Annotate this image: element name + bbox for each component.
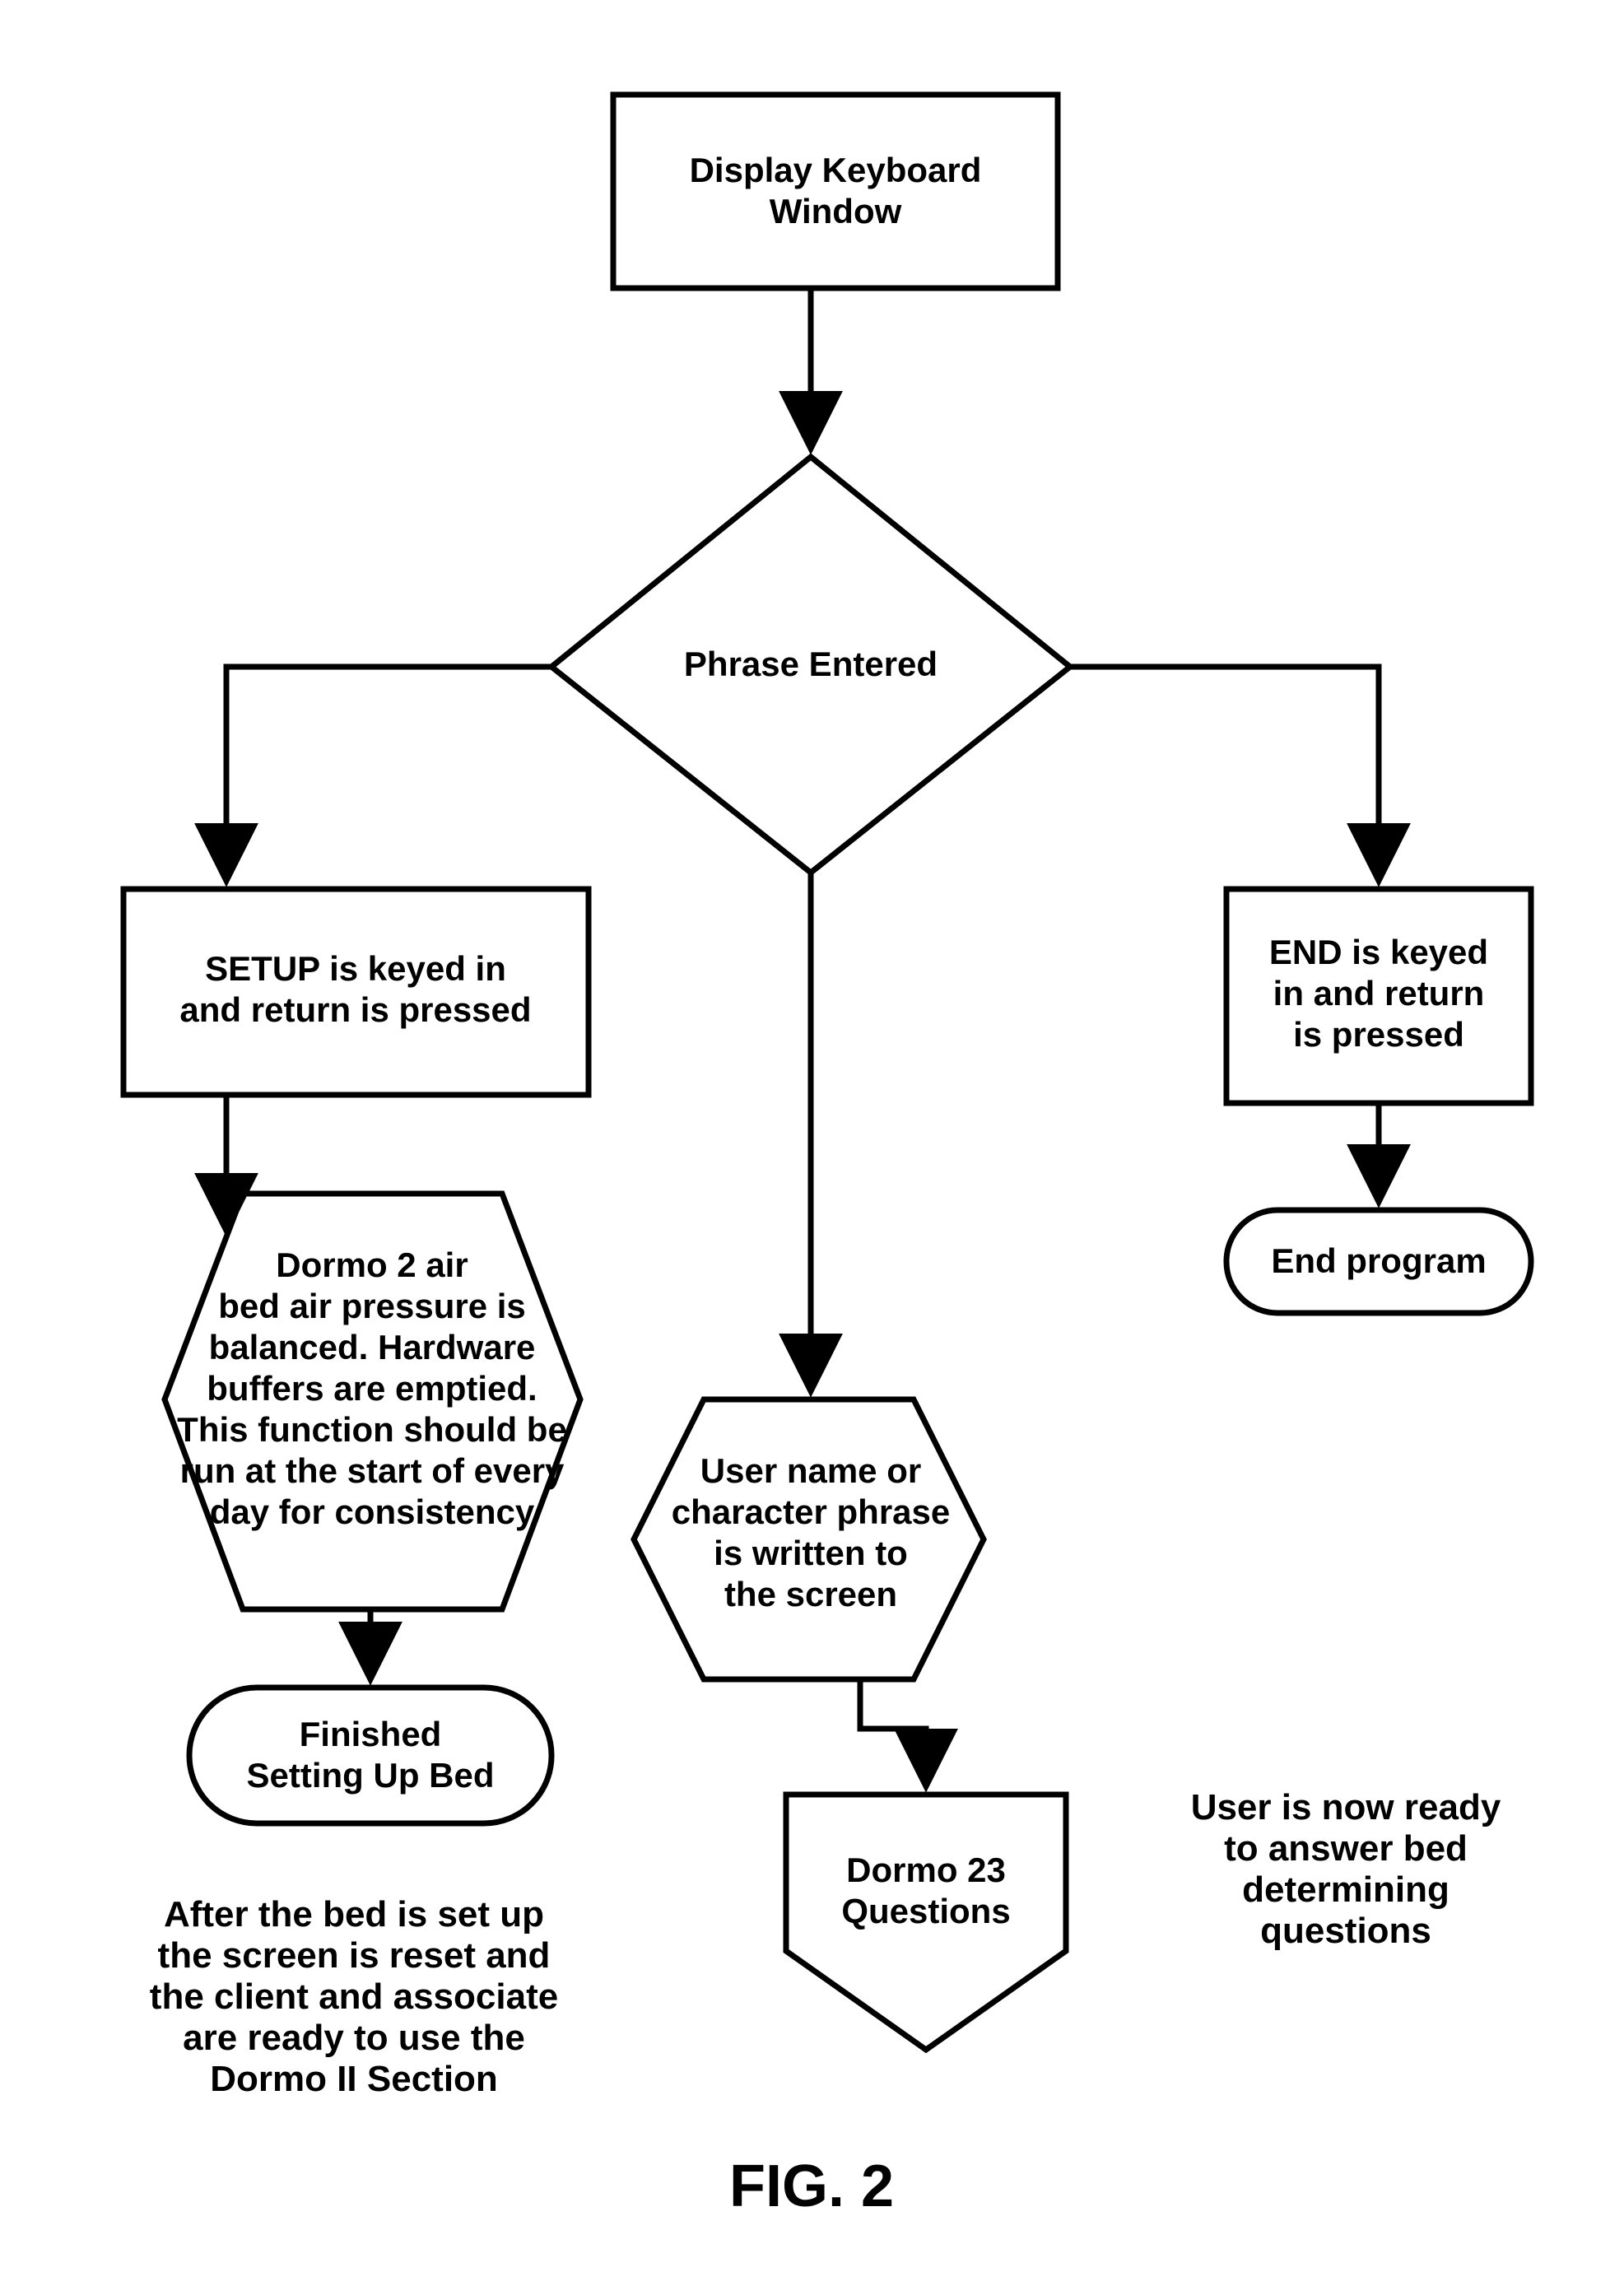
label-end-l1: END is keyed <box>1269 933 1488 971</box>
flowchart-canvas: Display Keyboard Window Phrase Entered S… <box>0 0 1624 2272</box>
label-finished-l2: Setting Up Bed <box>247 1756 495 1795</box>
label-setup-l2: and return is pressed <box>179 990 531 1029</box>
caption-left-l5: Dormo II Section <box>210 2059 498 2099</box>
label-hexsetup-l3: balanced. Hardware <box>209 1328 536 1366</box>
label-hexuser-l4: the screen <box>724 1575 897 1613</box>
label-hexsetup-l7: day for consistency <box>210 1492 535 1531</box>
caption-left-l1: After the bed is set up <box>164 1894 544 1934</box>
label-offpage-l2: Questions <box>841 1892 1010 1930</box>
edge-decision-setup <box>226 667 551 881</box>
label-start-l2: Window <box>770 192 902 230</box>
label-decision: Phrase Entered <box>684 645 938 683</box>
label-endprog: End program <box>1271 1241 1486 1280</box>
label-end-l2: in and return <box>1273 974 1485 1013</box>
edge-decision-end <box>1070 667 1379 881</box>
caption-right-l1: User is now ready <box>1191 1787 1501 1827</box>
label-end-l3: is pressed <box>1293 1015 1464 1054</box>
label-hexsetup-l4: buffers are emptied. <box>207 1369 537 1408</box>
label-hexuser-l2: character phrase <box>672 1492 951 1531</box>
label-start-l1: Display Keyboard <box>690 151 982 189</box>
caption-right-l2: to answer bed <box>1224 1828 1468 1869</box>
caption-left-l4: are ready to use the <box>183 2018 525 2058</box>
caption-left-l3: the client and associate <box>150 1976 558 2017</box>
label-hexsetup-l5: This function should be <box>177 1410 567 1449</box>
label-offpage-l1: Dormo 23 <box>846 1851 1006 1889</box>
label-setup-l1: SETUP is keyed in <box>205 949 506 988</box>
caption-right-l3: determining <box>1242 1869 1450 1910</box>
figure-label: FIG. 2 <box>729 2153 894 2219</box>
label-hexuser-l3: is written to <box>714 1534 908 1572</box>
label-hexsetup-l2: bed air pressure is <box>218 1287 526 1325</box>
label-hexsetup-l6: run at the start of every <box>180 1451 565 1490</box>
label-hexsetup-l1: Dormo 2 air <box>276 1245 468 1284</box>
edge-user-offpage <box>860 1679 926 1786</box>
caption-right-l4: questions <box>1260 1911 1431 1951</box>
label-hexuser-l1: User name or <box>700 1451 921 1490</box>
label-finished-l1: Finished <box>300 1715 442 1753</box>
caption-left-l2: the screen is reset and <box>158 1935 551 1976</box>
